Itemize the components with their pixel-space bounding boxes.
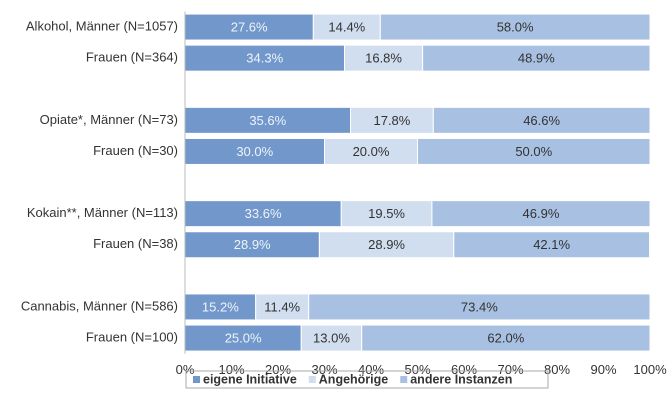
- data-label: 25.0%: [225, 330, 262, 345]
- data-label: 20.0%: [353, 144, 390, 159]
- bar-segment: [318, 231, 455, 259]
- data-label: 17.8%: [373, 113, 410, 128]
- legend-label: Angehörige: [319, 372, 388, 386]
- legend-swatch: [308, 376, 316, 383]
- y-tick-label: Alkohol, Männer (N=1057): [26, 18, 178, 33]
- y-tick-label: Frauen (N=364): [86, 50, 178, 65]
- data-label: 19.5%: [368, 206, 405, 221]
- y-tick-label: Cannabis, Männer (N=586): [21, 298, 178, 313]
- bar-segment: [379, 13, 651, 41]
- bar-segment: [340, 200, 433, 228]
- data-label: 50.0%: [515, 144, 552, 159]
- data-label: 28.9%: [368, 237, 405, 252]
- bar-segment: [343, 44, 424, 72]
- data-label: 58.0%: [497, 19, 534, 34]
- data-label: 73.4%: [461, 299, 498, 314]
- data-label: 46.6%: [523, 113, 560, 128]
- data-label: 27.6%: [231, 19, 268, 34]
- bar-segment: [417, 137, 651, 165]
- x-tick-label: 60%: [451, 362, 477, 377]
- data-label: 16.8%: [365, 51, 402, 66]
- legend-swatch: [193, 376, 200, 383]
- data-label: 48.9%: [518, 51, 555, 66]
- bar-segment: [361, 324, 651, 352]
- legend-label: eigene Initiative: [203, 372, 297, 386]
- data-label: 14.4%: [328, 19, 365, 34]
- bar-segment: [184, 44, 345, 72]
- x-tick-label: 80%: [544, 362, 570, 377]
- bar-segment: [312, 13, 381, 41]
- bar-segment: [431, 200, 651, 228]
- bar-segment: [422, 44, 651, 72]
- data-label: 28.9%: [234, 237, 271, 252]
- bar-segment: [184, 324, 302, 352]
- bar-segment: [432, 106, 651, 134]
- bar-segment: [255, 293, 310, 321]
- x-tick-label: 100%: [633, 362, 667, 377]
- x-tick-label: 50%: [404, 362, 430, 377]
- x-tick-label: 10%: [218, 362, 244, 377]
- data-label: 35.6%: [249, 113, 286, 128]
- bar-segment: [453, 231, 651, 259]
- data-label: 42.1%: [533, 237, 570, 252]
- bar-segment: [350, 106, 434, 134]
- data-label: 34.3%: [246, 51, 283, 66]
- x-tick-label: 90%: [590, 362, 616, 377]
- data-label: 30.0%: [236, 144, 273, 159]
- x-tick-label: 20%: [265, 362, 291, 377]
- y-tick-label: Frauen (N=38): [93, 236, 178, 251]
- y-tick-label: Kokain**, Männer (N=113): [27, 205, 178, 220]
- bar-segment: [184, 231, 320, 259]
- legend-box: [185, 370, 549, 389]
- x-tick-label: 0%: [176, 362, 195, 377]
- data-label: 33.6%: [245, 206, 282, 221]
- legend-swatch: [400, 376, 408, 383]
- data-label: 46.9%: [523, 206, 560, 221]
- bar-segment: [300, 324, 363, 352]
- y-tick-label: Frauen (N=100): [86, 329, 178, 344]
- data-label: 11.4%: [264, 299, 300, 314]
- data-label: 62.0%: [487, 330, 524, 345]
- x-tick-label: 40%: [358, 362, 384, 377]
- bar-segment: [184, 106, 352, 134]
- legend-label: andere Instanzen: [410, 372, 512, 386]
- x-tick-label: 70%: [497, 362, 523, 377]
- y-tick-label: Opiate*, Männer (N=73): [40, 112, 178, 127]
- x-tick-label: 30%: [311, 362, 337, 377]
- bar-segment: [308, 293, 651, 321]
- data-label: 15.2%: [202, 299, 239, 314]
- y-tick-label: Frauen (N=30): [93, 143, 178, 158]
- data-label: 13.0%: [313, 330, 350, 345]
- bar-segment: [184, 137, 325, 165]
